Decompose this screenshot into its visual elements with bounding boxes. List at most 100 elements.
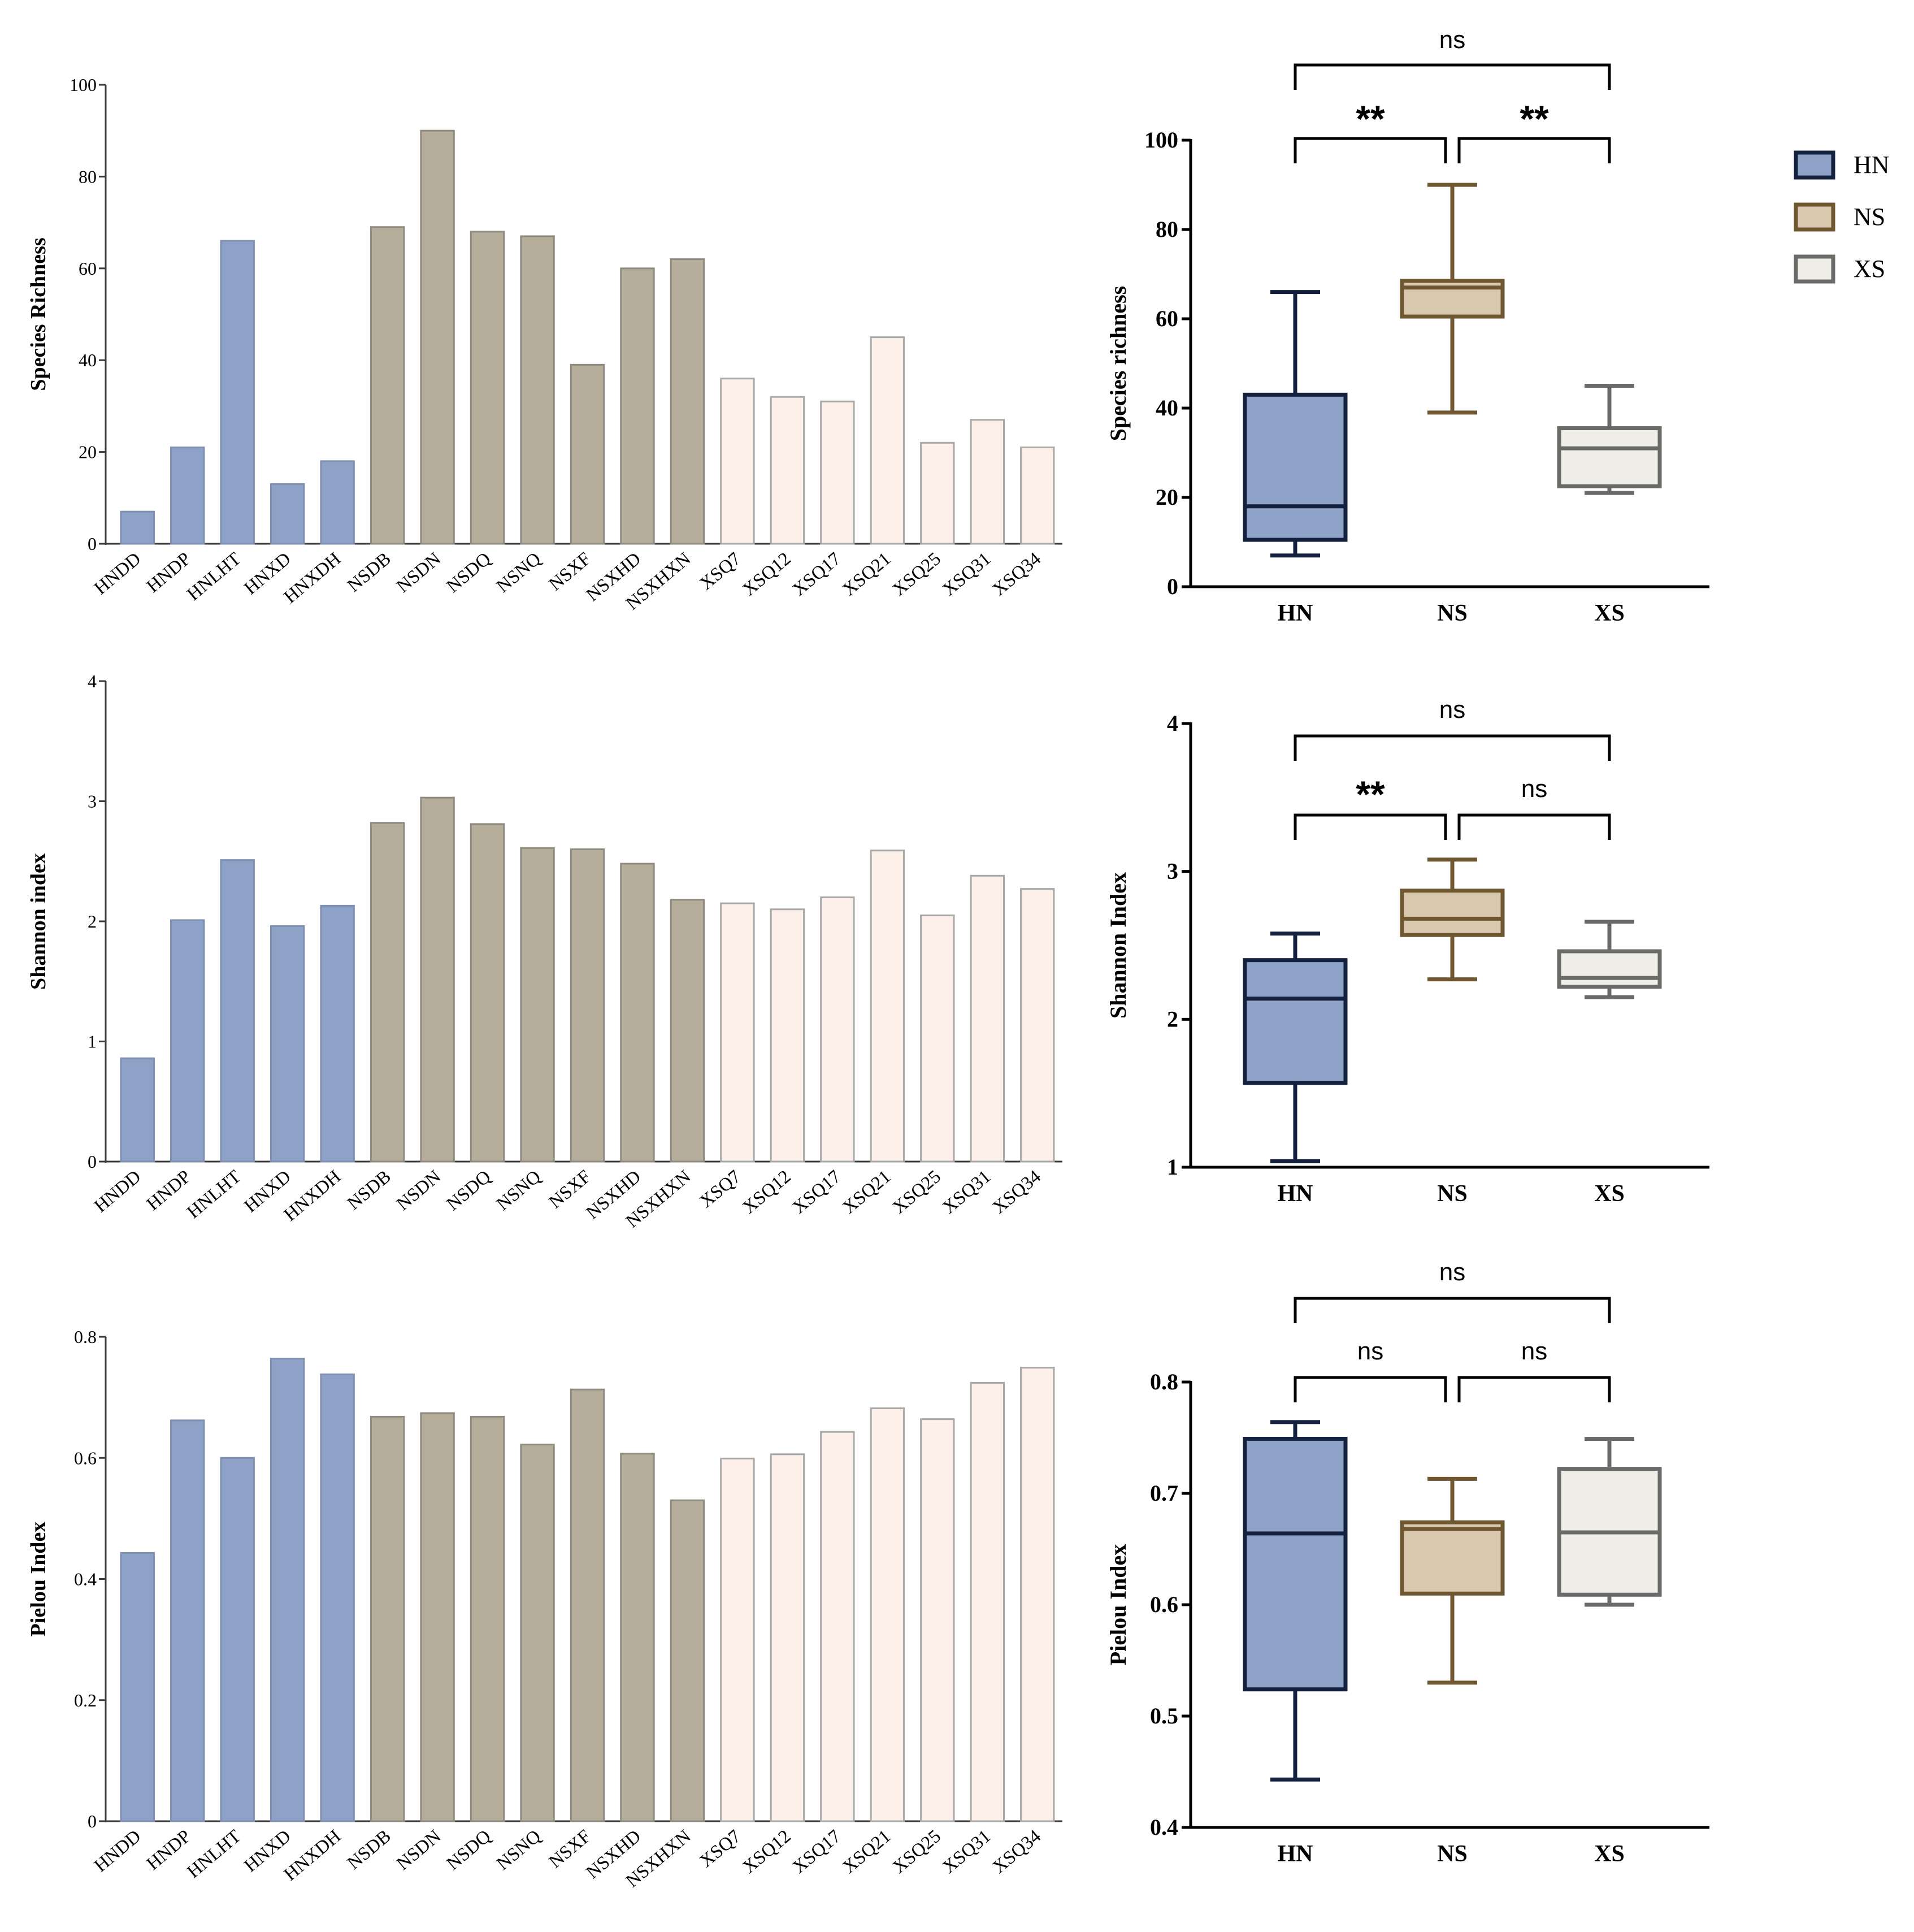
- x-tick-label: XS: [1594, 1181, 1625, 1207]
- x-tick-label: NSDB: [344, 1167, 395, 1214]
- x-tick-label: XSQ34: [989, 549, 1045, 600]
- bar-xsq7: [720, 1457, 755, 1822]
- bar-nsxhd: [620, 863, 655, 1163]
- bar-xsq17: [820, 1431, 855, 1822]
- significance-bracket: [1294, 1376, 1447, 1402]
- x-tick-label: XSQ7: [696, 549, 745, 595]
- legend-item-ns: NS: [1794, 202, 1885, 232]
- y-tick-label: 1: [1167, 1154, 1178, 1180]
- x-tick-label: NSDQ: [443, 1166, 495, 1214]
- x-tick-label: NSDN: [393, 1826, 445, 1874]
- significance-bracket: [1294, 63, 1611, 90]
- x-tick-label: XSQ21: [839, 1826, 895, 1878]
- bar-xsq17: [820, 400, 855, 545]
- y-tick-label: 0.8: [1150, 1369, 1178, 1394]
- bar-nsxhxn: [670, 258, 705, 545]
- y-axis-label: Pielou Index: [27, 1522, 50, 1637]
- bar-nsxhd: [620, 267, 655, 545]
- iqr-box: [1557, 949, 1662, 989]
- iqr-box: [1243, 958, 1348, 1085]
- y-tick-label: 0.5: [1150, 1703, 1178, 1729]
- box-xs: [1557, 384, 1662, 495]
- bar-xsq7: [720, 902, 755, 1163]
- bar-xsq12: [770, 1453, 805, 1822]
- bar-xsq12: [770, 908, 805, 1163]
- bar-xsq21: [870, 850, 905, 1163]
- box-charts: 0 20 40 60 80 100 Species richness HN NS XS ns ** **…: [1105, 26, 1709, 1867]
- x-tick-label: HNLHT: [184, 1167, 245, 1223]
- bar-xsq34: [1020, 1367, 1055, 1822]
- x-tick-label: XSQ34: [989, 1167, 1045, 1218]
- x-tick-label: HNXDH: [280, 1167, 345, 1225]
- y-tick-label: 4: [1167, 711, 1178, 736]
- legend-item-xs: XS: [1794, 254, 1885, 284]
- bar-nsdb: [370, 226, 405, 545]
- bar-xsq12: [770, 396, 805, 545]
- x-tick-label: NSDN: [393, 548, 445, 596]
- x-tick-label: XSQ17: [789, 549, 845, 600]
- bar-nsdb: [370, 822, 405, 1163]
- y-tick-label: 80: [1156, 216, 1178, 242]
- bar-nsxhd: [620, 1453, 655, 1822]
- x-tick-label: NSNQ: [493, 548, 545, 596]
- x-tick-label: XSQ21: [839, 1167, 895, 1218]
- significance-label: ns: [1357, 1337, 1383, 1365]
- significance-bracket: [1457, 813, 1611, 840]
- bar-hnlht: [220, 859, 255, 1163]
- bar-nsdq: [470, 1415, 505, 1822]
- bar-nsdb: [370, 1415, 405, 1822]
- bar-nsdn: [420, 796, 455, 1163]
- legend-swatch: [1794, 150, 1835, 180]
- x-tick-label: XSQ25: [889, 1167, 945, 1218]
- significance-bracket: [1294, 734, 1611, 761]
- x-tick-label: HNLHT: [184, 1826, 245, 1882]
- box-chart-2: 1 2 3 4 Shannon Index HN NS XS ns ** ns: [1105, 696, 1709, 1207]
- x-tick-label: NSDQ: [443, 548, 495, 596]
- bar-hndd: [120, 1057, 155, 1163]
- y-tick-label: 0.4: [74, 1569, 97, 1589]
- y-tick-label: 40: [1156, 395, 1178, 421]
- bar-nsxhxn: [670, 1499, 705, 1822]
- y-tick-label: 2: [88, 911, 97, 932]
- x-tick-label: XSQ7: [696, 1167, 745, 1212]
- y-tick-label: 3: [1167, 859, 1178, 884]
- y-tick-label: 0: [88, 1151, 97, 1172]
- x-tick-label: NSNQ: [493, 1166, 545, 1214]
- x-tick-label: NSDQ: [443, 1826, 495, 1874]
- bar-hnxd: [270, 925, 305, 1163]
- x-tick-label: HNDD: [90, 549, 145, 599]
- x-tick-label: NSDB: [344, 549, 395, 596]
- bar-hndp: [170, 919, 205, 1163]
- bar-hnlht: [220, 1457, 255, 1822]
- bar-xsq31: [970, 419, 1005, 545]
- bar-xsq25: [920, 1418, 955, 1822]
- bar-xsq25: [920, 914, 955, 1163]
- x-tick-label: NS: [1437, 1181, 1468, 1207]
- bar-hnxdh: [320, 1373, 355, 1822]
- x-tick-label: HNDD: [90, 1167, 145, 1217]
- x-tick-label: XSQ21: [839, 549, 895, 600]
- x-tick-label: XSQ25: [889, 549, 945, 600]
- significance-bracket: [1294, 137, 1447, 163]
- x-tick-label: XSQ7: [696, 1826, 745, 1872]
- x-tick-label: XSQ12: [739, 1826, 795, 1878]
- x-tick-label: XS: [1594, 600, 1625, 626]
- x-tick-label: XSQ25: [889, 1826, 945, 1878]
- y-tick-label: 80: [79, 166, 97, 187]
- x-tick-label: HNLHT: [184, 549, 245, 605]
- bar-nsdq: [470, 231, 505, 545]
- y-tick-label: 60: [79, 258, 97, 279]
- bar-hndd: [120, 1552, 155, 1822]
- box-hn: [1243, 1420, 1348, 1782]
- bar-hnxdh: [320, 460, 355, 545]
- x-tick-label: NSNQ: [493, 1826, 545, 1874]
- bar-hnxd: [270, 1358, 305, 1822]
- bar-nsnq: [520, 1444, 555, 1822]
- legend-label: XS: [1854, 255, 1885, 283]
- significance-label: ns: [1439, 26, 1465, 54]
